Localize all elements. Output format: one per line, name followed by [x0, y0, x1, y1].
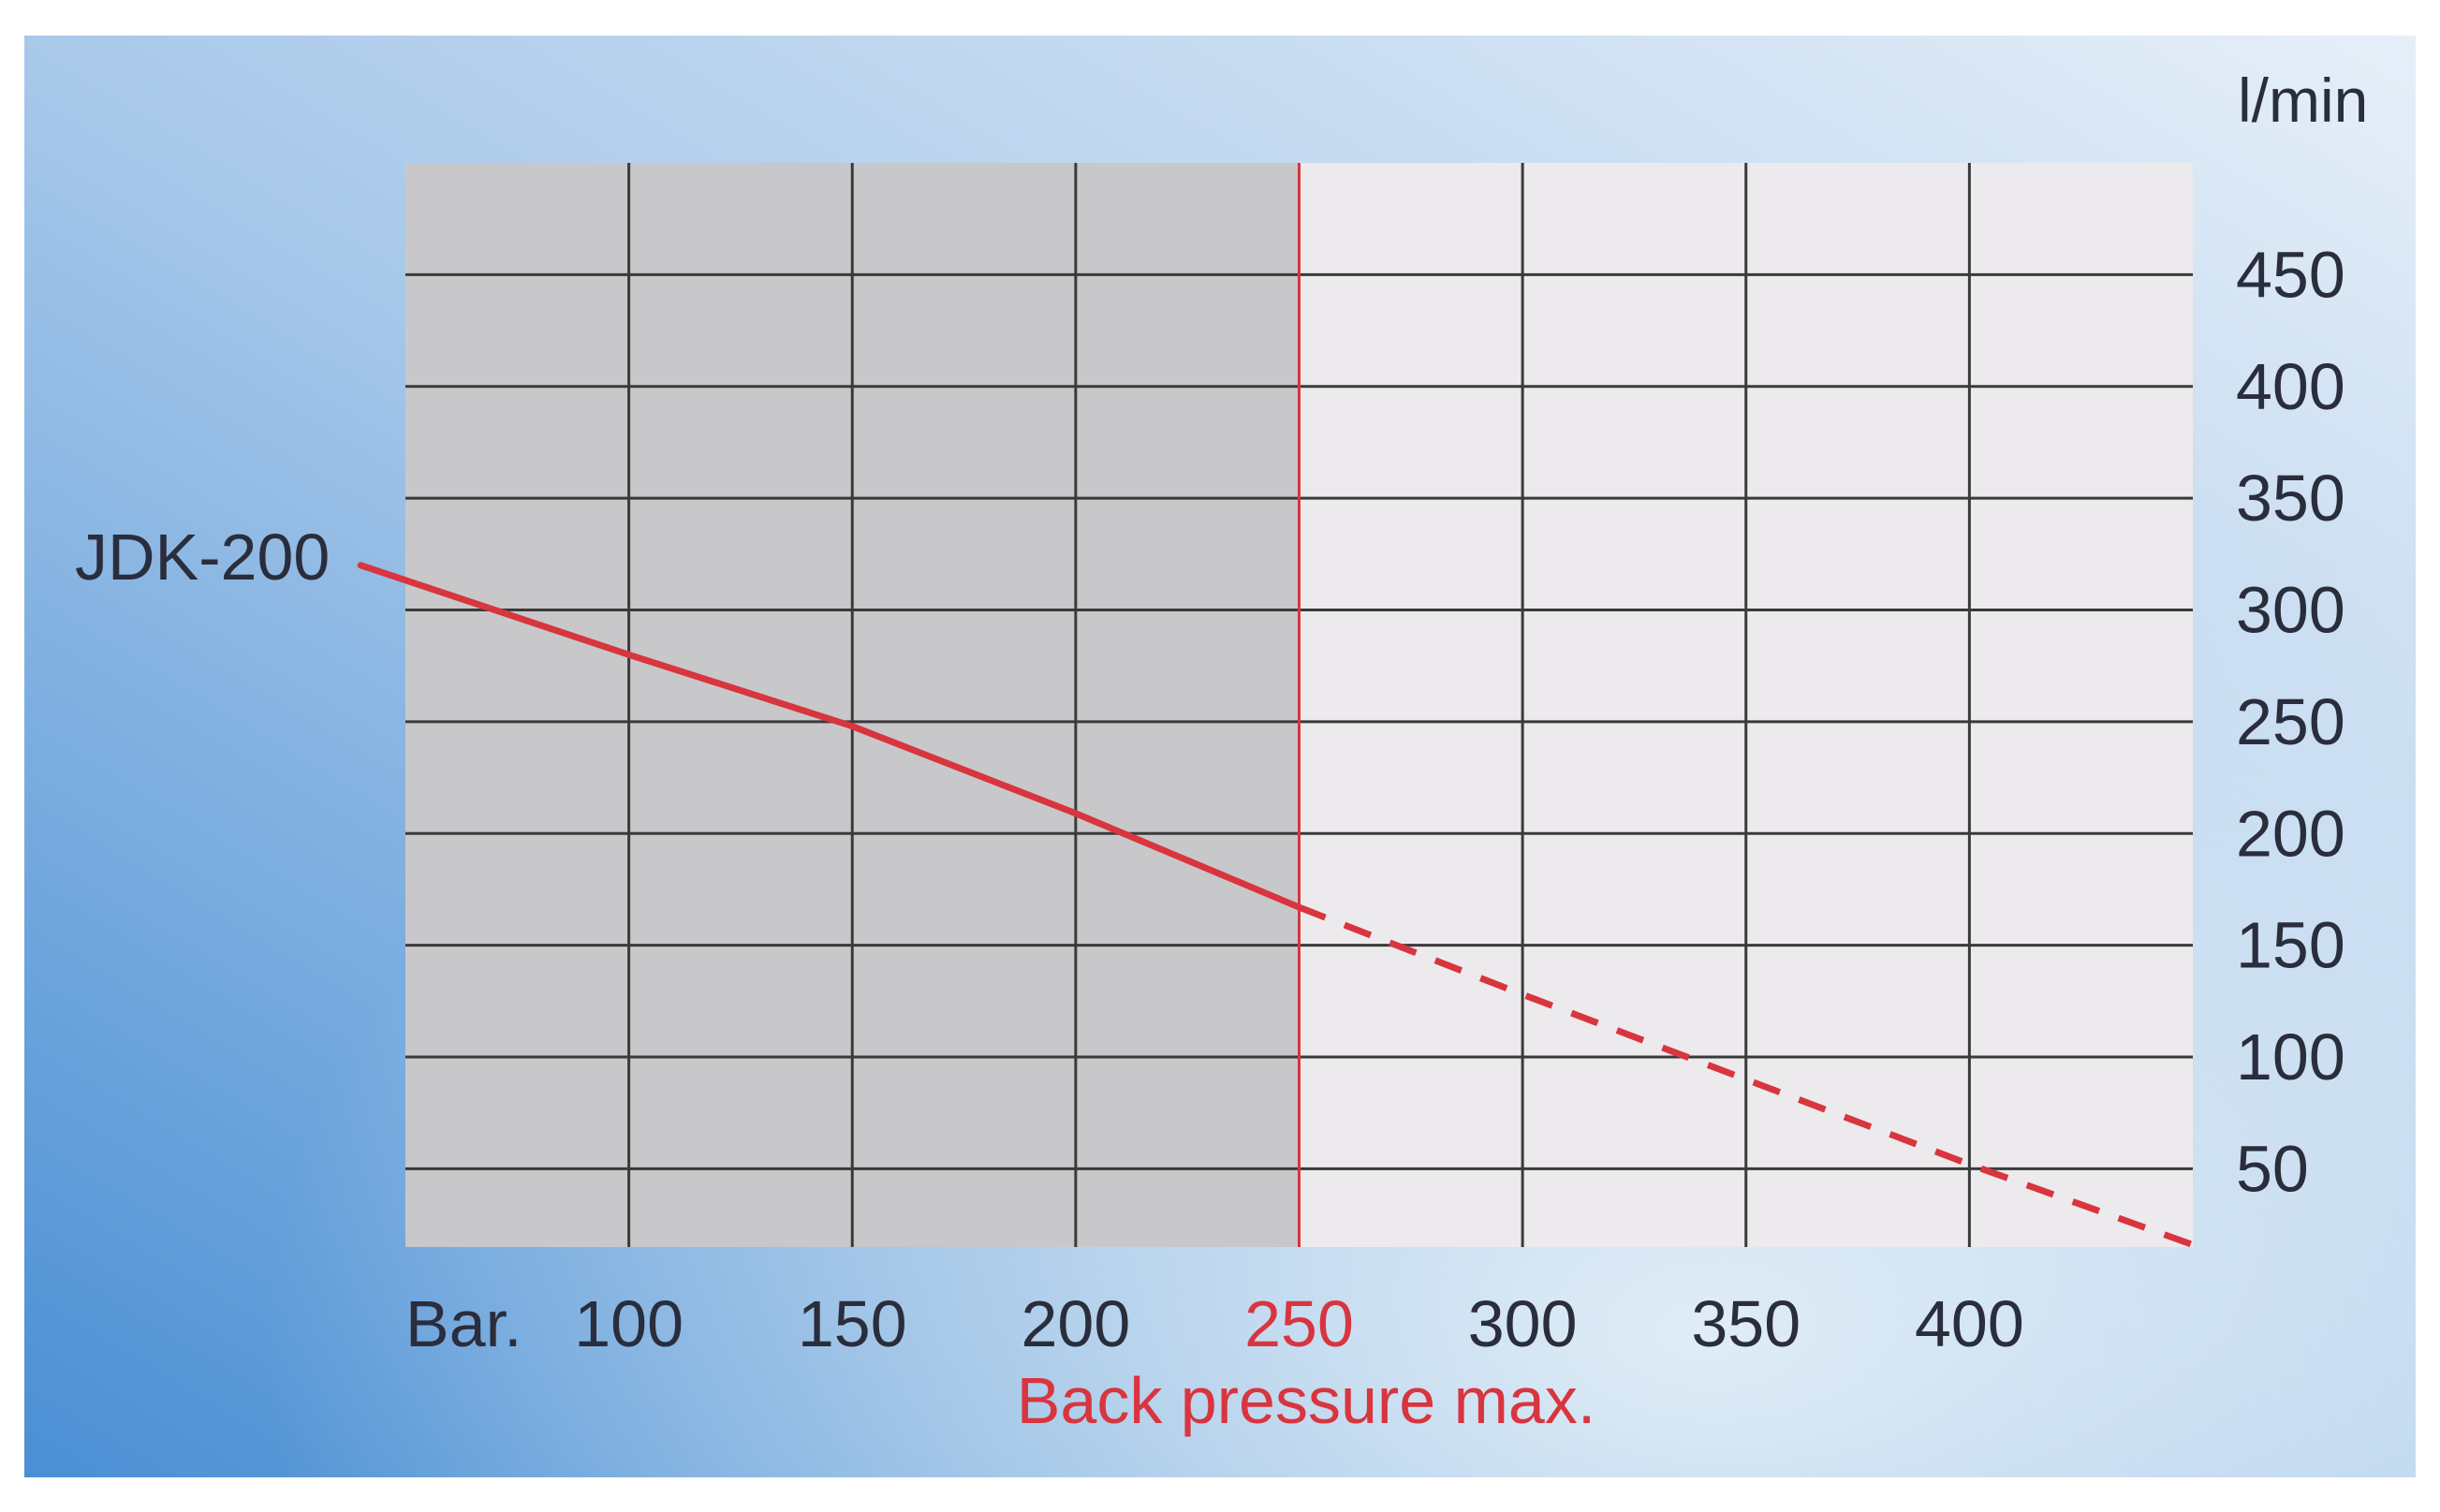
- series-layer: [357, 562, 2195, 1248]
- y-tick-label: 50: [2236, 1132, 2309, 1205]
- x-tick-label: 300: [1468, 1287, 1578, 1360]
- x-unit-label: Bar.: [405, 1287, 522, 1360]
- labels: 100 150 200 250 300 350 400 Bar. 50 100 150 200 250 3…: [75, 66, 2368, 1437]
- y-unit-label: l/min: [2238, 66, 2368, 135]
- grid: [405, 163, 2193, 1247]
- x-tick-label: 350: [1691, 1287, 1801, 1360]
- y-tick-label: 100: [2236, 1020, 2345, 1094]
- y-tick-label: 450: [2236, 238, 2345, 311]
- y-tick-label: 350: [2236, 462, 2345, 535]
- series-line-jdk-200: [357, 562, 1302, 911]
- y-tick-label: 150: [2236, 909, 2345, 982]
- x-tick-label: 100: [574, 1287, 683, 1360]
- y-tick-label: 400: [2236, 350, 2345, 423]
- x-tick-label-highlight: 250: [1244, 1287, 1354, 1360]
- x-tick-label: 400: [1915, 1287, 2024, 1360]
- y-tick-label: 300: [2236, 574, 2345, 647]
- annotation-back-pressure-max: Back pressure max.: [1017, 1364, 1596, 1437]
- series-line-jdk-200-extrapolated: [1298, 903, 2195, 1248]
- y-tick-label: 200: [2236, 797, 2345, 870]
- y-tick-label: 250: [2236, 685, 2345, 758]
- x-tick-label: 200: [1021, 1287, 1130, 1360]
- series-label-jdk-200: JDK-200: [75, 521, 330, 594]
- x-tick-label: 150: [798, 1287, 907, 1360]
